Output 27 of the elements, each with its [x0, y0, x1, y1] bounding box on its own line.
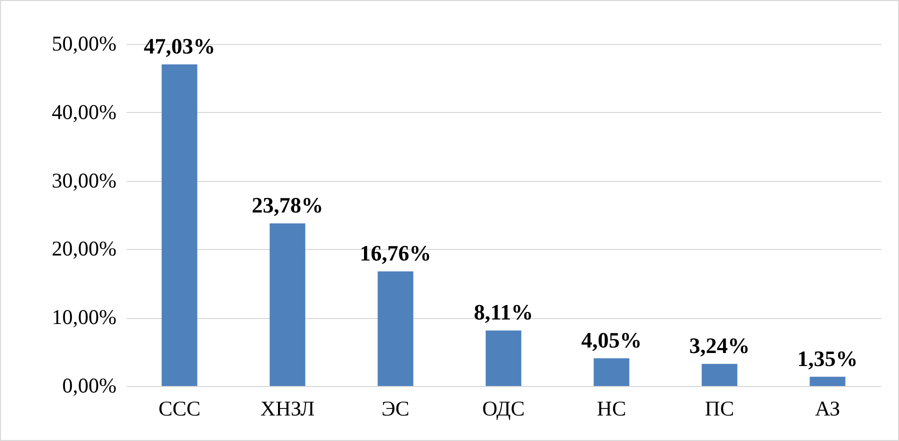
x-tick-label: АЗ	[814, 396, 840, 420]
bar	[810, 376, 846, 386]
bar	[486, 330, 522, 386]
bar	[594, 358, 630, 386]
x-tick-label: ССС	[158, 396, 200, 420]
data-label: 47,03%	[144, 33, 216, 58]
y-tick-label: 0,00%	[62, 374, 116, 398]
y-tick-label: 30,00%	[52, 168, 116, 192]
data-label: 8,11%	[474, 300, 534, 325]
bar	[162, 64, 198, 386]
y-tick-label: 10,00%	[52, 305, 116, 330]
y-tick-label: 40,00%	[52, 100, 116, 124]
x-tick-label: НС	[596, 396, 626, 420]
y-tick-label: 50,00%	[52, 32, 116, 56]
x-tick-label: ХНЗЛ	[260, 396, 315, 420]
data-label: 16,76%	[360, 240, 432, 266]
data-label: 1,35%	[797, 346, 858, 371]
x-tick-label: ОДС	[482, 396, 525, 420]
x-tick-label: ПС	[704, 396, 734, 420]
data-label: 3,24%	[689, 332, 750, 358]
y-tick-label: 20,00%	[52, 236, 116, 261]
data-label: 4,05%	[581, 327, 642, 352]
bar	[270, 223, 306, 386]
bar	[702, 364, 738, 386]
x-tick-label: ЭС	[382, 396, 410, 420]
data-label: 23,78%	[252, 192, 324, 218]
bar	[378, 271, 414, 386]
